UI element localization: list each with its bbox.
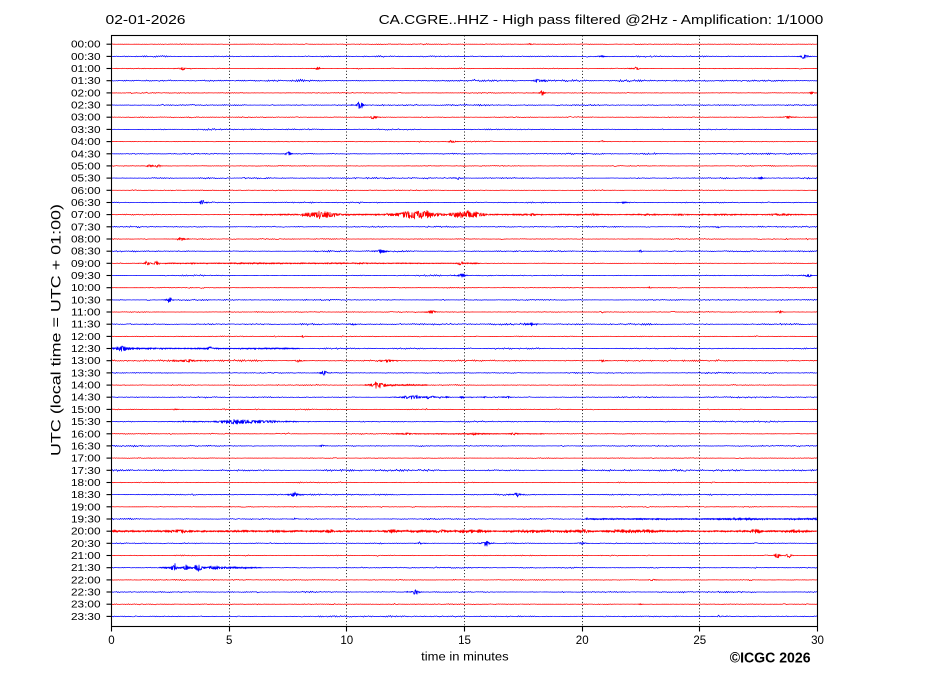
svg-text:19:30: 19:30 xyxy=(71,515,101,526)
svg-text:11:30: 11:30 xyxy=(71,320,101,331)
svg-text:06:30: 06:30 xyxy=(71,198,101,209)
svg-text:12:30: 12:30 xyxy=(71,344,101,355)
svg-text:07:00: 07:00 xyxy=(71,210,101,221)
svg-text:©ICGC 2026: ©ICGC 2026 xyxy=(730,651,811,667)
svg-text:07:30: 07:30 xyxy=(71,222,101,233)
svg-text:10:30: 10:30 xyxy=(71,295,101,306)
svg-text:21:00: 21:00 xyxy=(71,551,101,562)
svg-text:15:00: 15:00 xyxy=(71,405,101,416)
svg-text:19:00: 19:00 xyxy=(71,502,101,513)
svg-text:02:30: 02:30 xyxy=(71,101,101,112)
svg-text:06:00: 06:00 xyxy=(71,186,101,197)
svg-text:18:30: 18:30 xyxy=(71,490,101,501)
svg-text:23:30: 23:30 xyxy=(71,612,101,623)
svg-text:14:30: 14:30 xyxy=(71,393,101,404)
svg-text:17:00: 17:00 xyxy=(71,454,101,465)
svg-text:02-01-2026: 02-01-2026 xyxy=(106,12,186,27)
svg-text:16:30: 16:30 xyxy=(71,441,101,452)
svg-text:16:00: 16:00 xyxy=(71,429,101,440)
svg-text:13:00: 13:00 xyxy=(71,356,101,367)
svg-text:00:30: 00:30 xyxy=(71,52,101,63)
svg-text:09:30: 09:30 xyxy=(71,271,101,282)
svg-text:03:30: 03:30 xyxy=(71,125,101,136)
svg-text:20:30: 20:30 xyxy=(71,539,101,550)
svg-text:UTC (local time = UTC + 01:00): UTC (local time = UTC + 01:00) xyxy=(48,204,64,456)
svg-text:02:00: 02:00 xyxy=(71,88,101,99)
svg-text:14:00: 14:00 xyxy=(71,381,101,392)
svg-text:03:00: 03:00 xyxy=(71,113,101,124)
svg-text:00:00: 00:00 xyxy=(71,40,101,51)
svg-text:18:00: 18:00 xyxy=(71,478,101,489)
svg-text:10: 10 xyxy=(340,635,353,647)
svg-text:05:30: 05:30 xyxy=(71,174,101,185)
svg-text:21:30: 21:30 xyxy=(71,563,101,574)
svg-text:25: 25 xyxy=(693,635,706,647)
svg-text:08:00: 08:00 xyxy=(71,235,101,246)
svg-text:15:30: 15:30 xyxy=(71,417,101,428)
svg-text:04:00: 04:00 xyxy=(71,137,101,148)
svg-text:20:00: 20:00 xyxy=(71,527,101,538)
svg-text:09:00: 09:00 xyxy=(71,259,101,270)
svg-text:time in minutes: time in minutes xyxy=(421,652,509,664)
svg-text:01:30: 01:30 xyxy=(71,76,101,87)
svg-text:15: 15 xyxy=(458,635,471,647)
svg-text:04:30: 04:30 xyxy=(71,149,101,160)
svg-text:20: 20 xyxy=(576,635,589,647)
svg-text:01:00: 01:00 xyxy=(71,64,101,75)
svg-text:22:30: 22:30 xyxy=(71,588,101,599)
svg-text:0: 0 xyxy=(108,635,114,647)
svg-text:08:30: 08:30 xyxy=(71,247,101,258)
svg-text:10:00: 10:00 xyxy=(71,283,101,294)
svg-text:30: 30 xyxy=(811,635,824,647)
svg-text:12:00: 12:00 xyxy=(71,332,101,343)
svg-text:17:30: 17:30 xyxy=(71,466,101,477)
svg-text:CA.CGRE..HHZ - High pass filte: CA.CGRE..HHZ - High pass filtered @2Hz -… xyxy=(379,12,824,27)
svg-text:22:00: 22:00 xyxy=(71,575,101,586)
svg-text:05:00: 05:00 xyxy=(71,161,101,172)
svg-text:23:00: 23:00 xyxy=(71,600,101,611)
svg-text:13:30: 13:30 xyxy=(71,368,101,379)
svg-text:11:00: 11:00 xyxy=(71,308,101,319)
svg-text:5: 5 xyxy=(226,635,232,647)
